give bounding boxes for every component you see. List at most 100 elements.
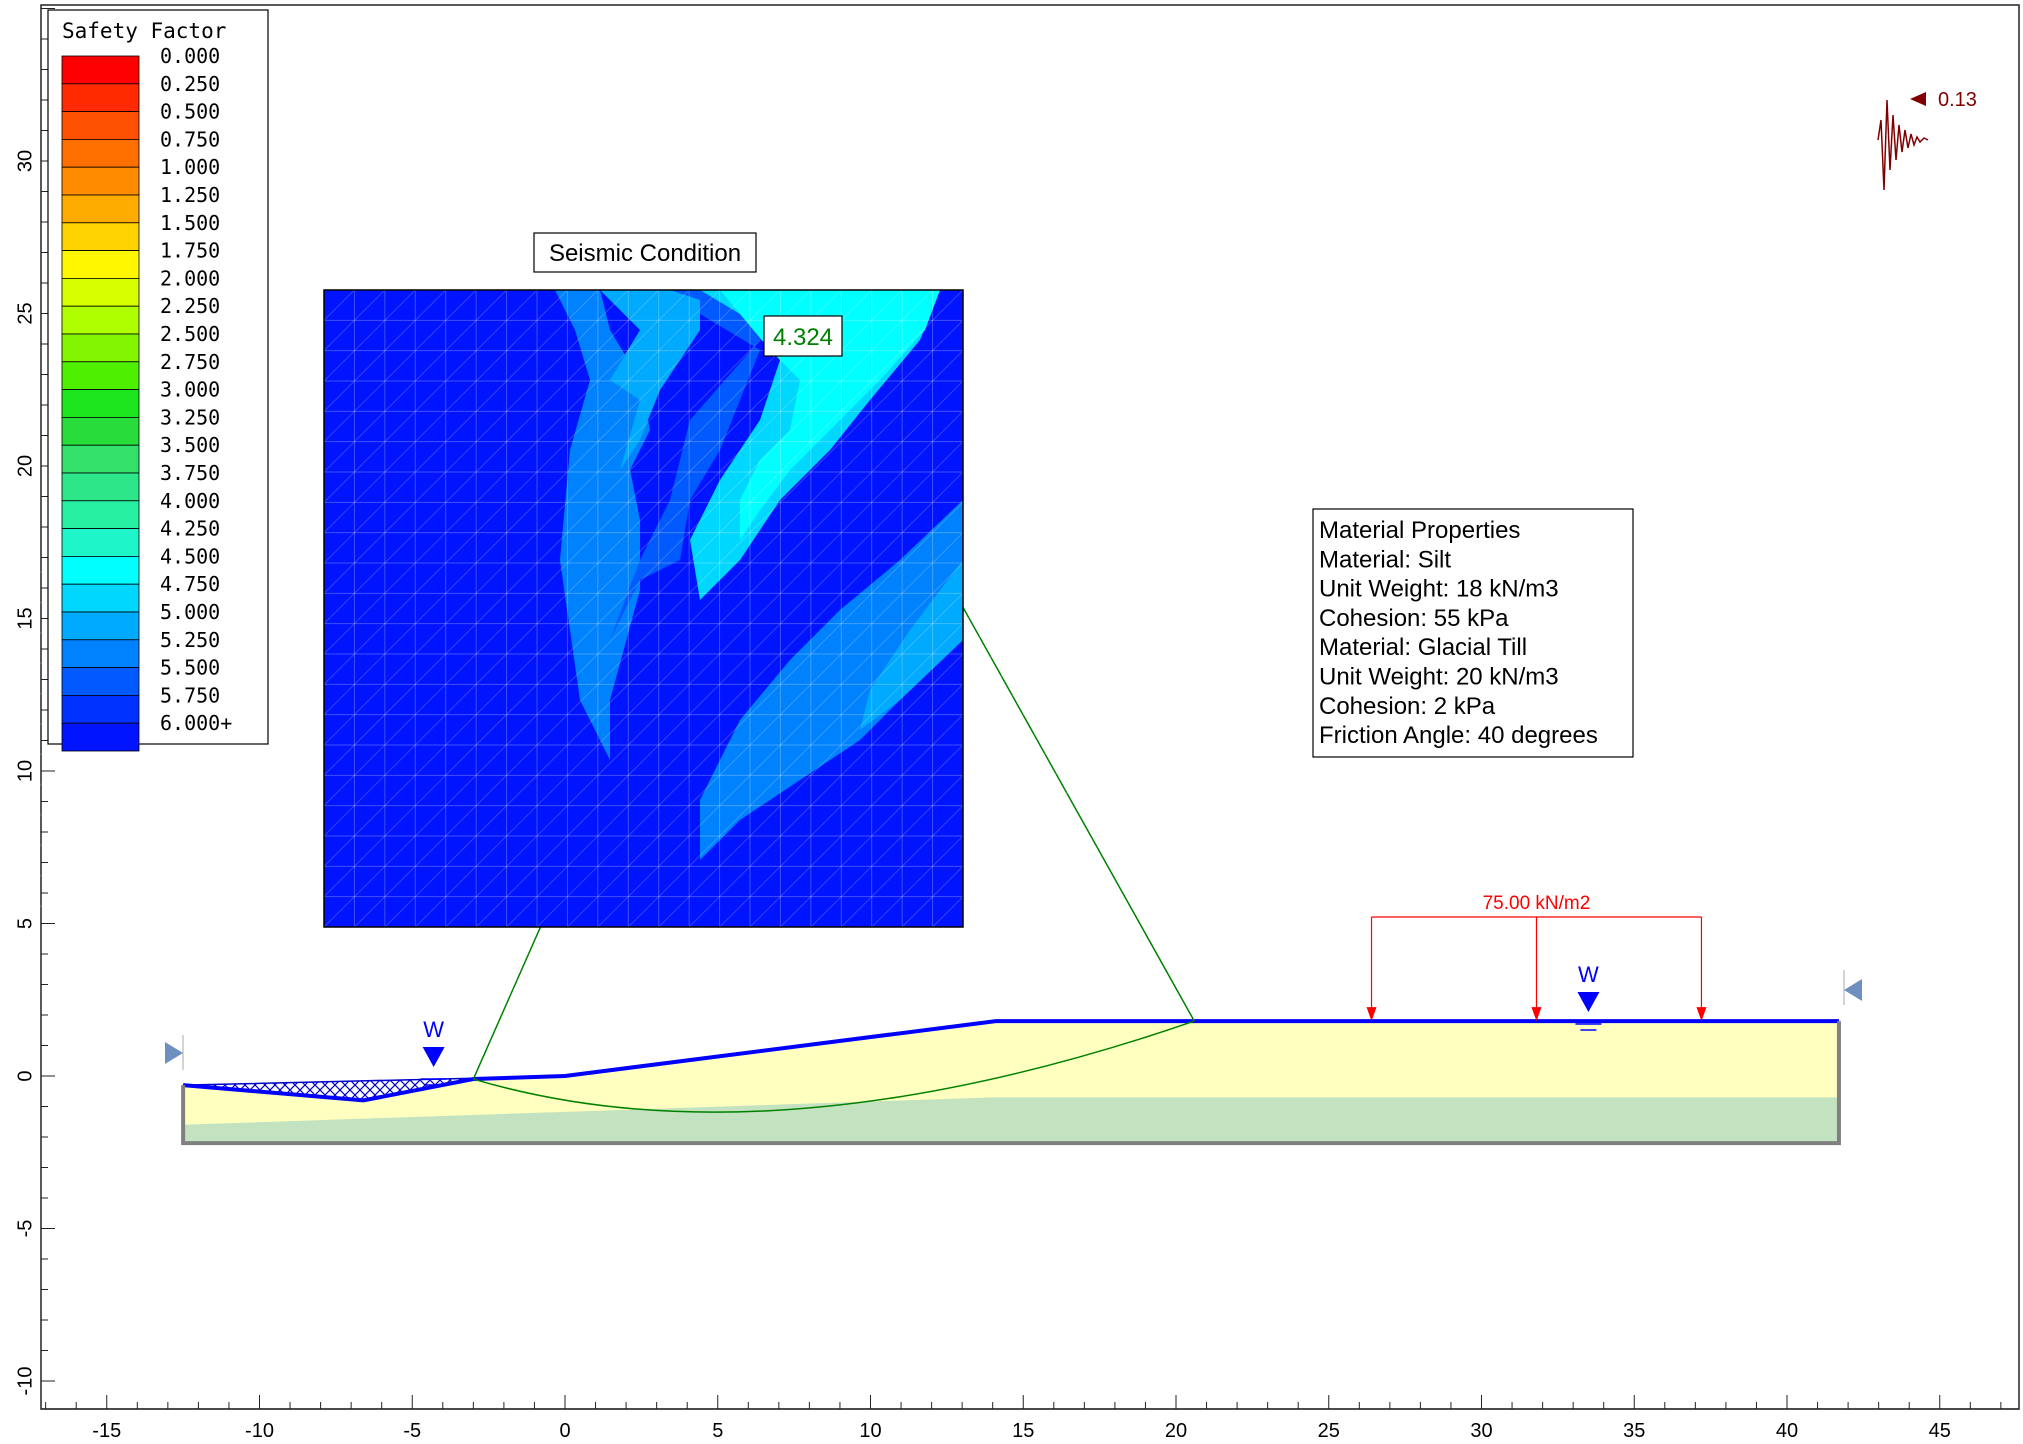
legend-label: 4.000 [160, 489, 220, 513]
legend-label: 5.500 [160, 656, 220, 680]
legend-label: 5.750 [160, 683, 220, 707]
legend-swatch [61, 444, 140, 474]
material-property-line: Cohesion: 55 kPa [1319, 605, 1509, 632]
contour-band-lower-2 [860, 560, 963, 730]
y-tick-label: 30 [14, 150, 36, 172]
x-tick-label: 5 [712, 1420, 723, 1442]
material-property-line: Unit Weight: 20 kN/m3 [1319, 664, 1559, 691]
legend-label: 1.000 [160, 155, 220, 179]
water-marker-label: W [1578, 962, 1599, 987]
model-boundary [181, 1021, 1841, 1146]
contour-grid-lines [0, 289, 1572, 928]
legend-label: 2.250 [160, 294, 220, 318]
x-tick-label: -15 [92, 1420, 121, 1442]
legend-swatch [61, 695, 140, 724]
x-tick-label: 20 [1165, 1420, 1187, 1442]
material-property-line: Unit Weight: 18 kN/m3 [1319, 576, 1559, 603]
x-tick-label: 0 [559, 1420, 570, 1442]
legend-label: 5.250 [160, 628, 220, 652]
x-tick-label: -5 [403, 1420, 421, 1442]
contour-band-lower-1 [700, 500, 963, 860]
material-property-line: Material: Glacial Till [1319, 634, 1527, 661]
legend-swatch [61, 528, 140, 557]
y-tick-label: 25 [14, 302, 36, 324]
y-tick-label: -5 [14, 1220, 36, 1238]
seismic-direction-arrow-icon [1910, 92, 1926, 106]
material-property-line: Material: Silt [1319, 546, 1451, 573]
water-table-icon [422, 1046, 445, 1067]
safety-factor-legend: Safety Factor 0.000 0.250 0.500 0.750 1.000 1… [47, 9, 269, 752]
legend-label: 3.500 [160, 433, 220, 457]
y-tick-label: 15 [14, 607, 36, 629]
legend-swatch [61, 305, 140, 335]
water-marker-label: W [423, 1017, 444, 1042]
seismic-condition-text: Seismic Condition [549, 240, 741, 267]
legend-label: 2.750 [160, 350, 220, 374]
legend-swatch [61, 277, 140, 307]
legend-label: 0.000 [160, 44, 220, 68]
y-tick-label: 20 [14, 455, 36, 477]
seismic-coefficient: 0.13 [1938, 89, 1977, 111]
legend-swatch [61, 222, 140, 252]
ground-surface [182, 1019, 1839, 1103]
material-property-line: Cohesion: 2 kPa [1319, 693, 1496, 720]
load-label: 75.00 kN/m2 [1483, 893, 1591, 914]
right-boundary-arrow-icon [1844, 979, 1862, 1001]
y-tick-label: -10 [14, 1367, 36, 1396]
soil-profile [181, 1019, 1841, 1146]
legend-label: 4.500 [160, 544, 220, 568]
legend-label: 0.500 [160, 100, 220, 124]
contour-frame [323, 289, 964, 928]
water-table-markers: WW [420, 962, 1602, 1086]
legend-swatch [61, 55, 140, 85]
legend-label: 2.500 [160, 322, 220, 346]
load-arrow-head-icon [1696, 1007, 1707, 1022]
seismic-load-icon: 0.13 [1877, 89, 1977, 191]
legend-label: 3.000 [160, 378, 220, 402]
glacial-till-layer [183, 1097, 1839, 1144]
safety-factor-contours [0, 289, 1572, 928]
legend-label: 5.000 [160, 600, 220, 624]
x-axis: -15 -10 -5 0 5 10 15 20 25 30 35 40 45 [41, 1395, 2019, 1442]
distributed-load: 75.00 kN/m2 [1366, 893, 1707, 1022]
legend-swatch [61, 583, 140, 613]
legend-swatch [61, 722, 140, 752]
legend-swatch [61, 83, 140, 113]
legend-swatch [61, 111, 140, 140]
legend-swatch [61, 361, 140, 390]
legend-swatch [61, 250, 140, 279]
material-properties-title: Material Properties [1319, 517, 1520, 544]
legend-swatch [61, 389, 140, 418]
y-axis: -10 -5 0 5 10 15 20 25 30 [14, 8, 55, 1396]
legend-swatch [61, 639, 140, 668]
legend-swatch [61, 556, 140, 585]
legend-label: 0.250 [160, 72, 220, 96]
x-tick-label: 35 [1623, 1420, 1645, 1442]
legend-swatch [61, 500, 140, 529]
legend-label: 1.750 [160, 239, 220, 263]
legend-swatch [61, 166, 140, 196]
legend-label: 1.250 [160, 183, 220, 207]
x-tick-label: 15 [1012, 1420, 1034, 1442]
x-tick-label: 25 [1318, 1420, 1340, 1442]
legend-title: Safety Factor [62, 19, 226, 43]
min-safety-factor-value: 4.324 [773, 324, 833, 351]
load-arrow-head-icon [1366, 1007, 1377, 1022]
y-tick-label: 0 [14, 1070, 36, 1081]
legend-label: 0.750 [160, 127, 220, 151]
seismic-condition-label: Seismic Condition [533, 232, 757, 273]
legend-swatch [61, 138, 140, 168]
legend-label: 3.750 [160, 461, 220, 485]
contour-band-mid-1 [600, 290, 700, 470]
slip-arc [473, 1020, 1195, 1113]
left-boundary-arrow-icon [165, 1042, 183, 1064]
contour-band-outer-1 [555, 290, 650, 760]
legend-swatch [61, 611, 140, 641]
legend-label: 6.000+ [160, 711, 232, 735]
y-tick-label: 5 [14, 918, 36, 929]
y-tick-label: 10 [14, 760, 36, 782]
legend-swatch [61, 416, 140, 446]
load-arrow-head-icon [1531, 1007, 1542, 1022]
